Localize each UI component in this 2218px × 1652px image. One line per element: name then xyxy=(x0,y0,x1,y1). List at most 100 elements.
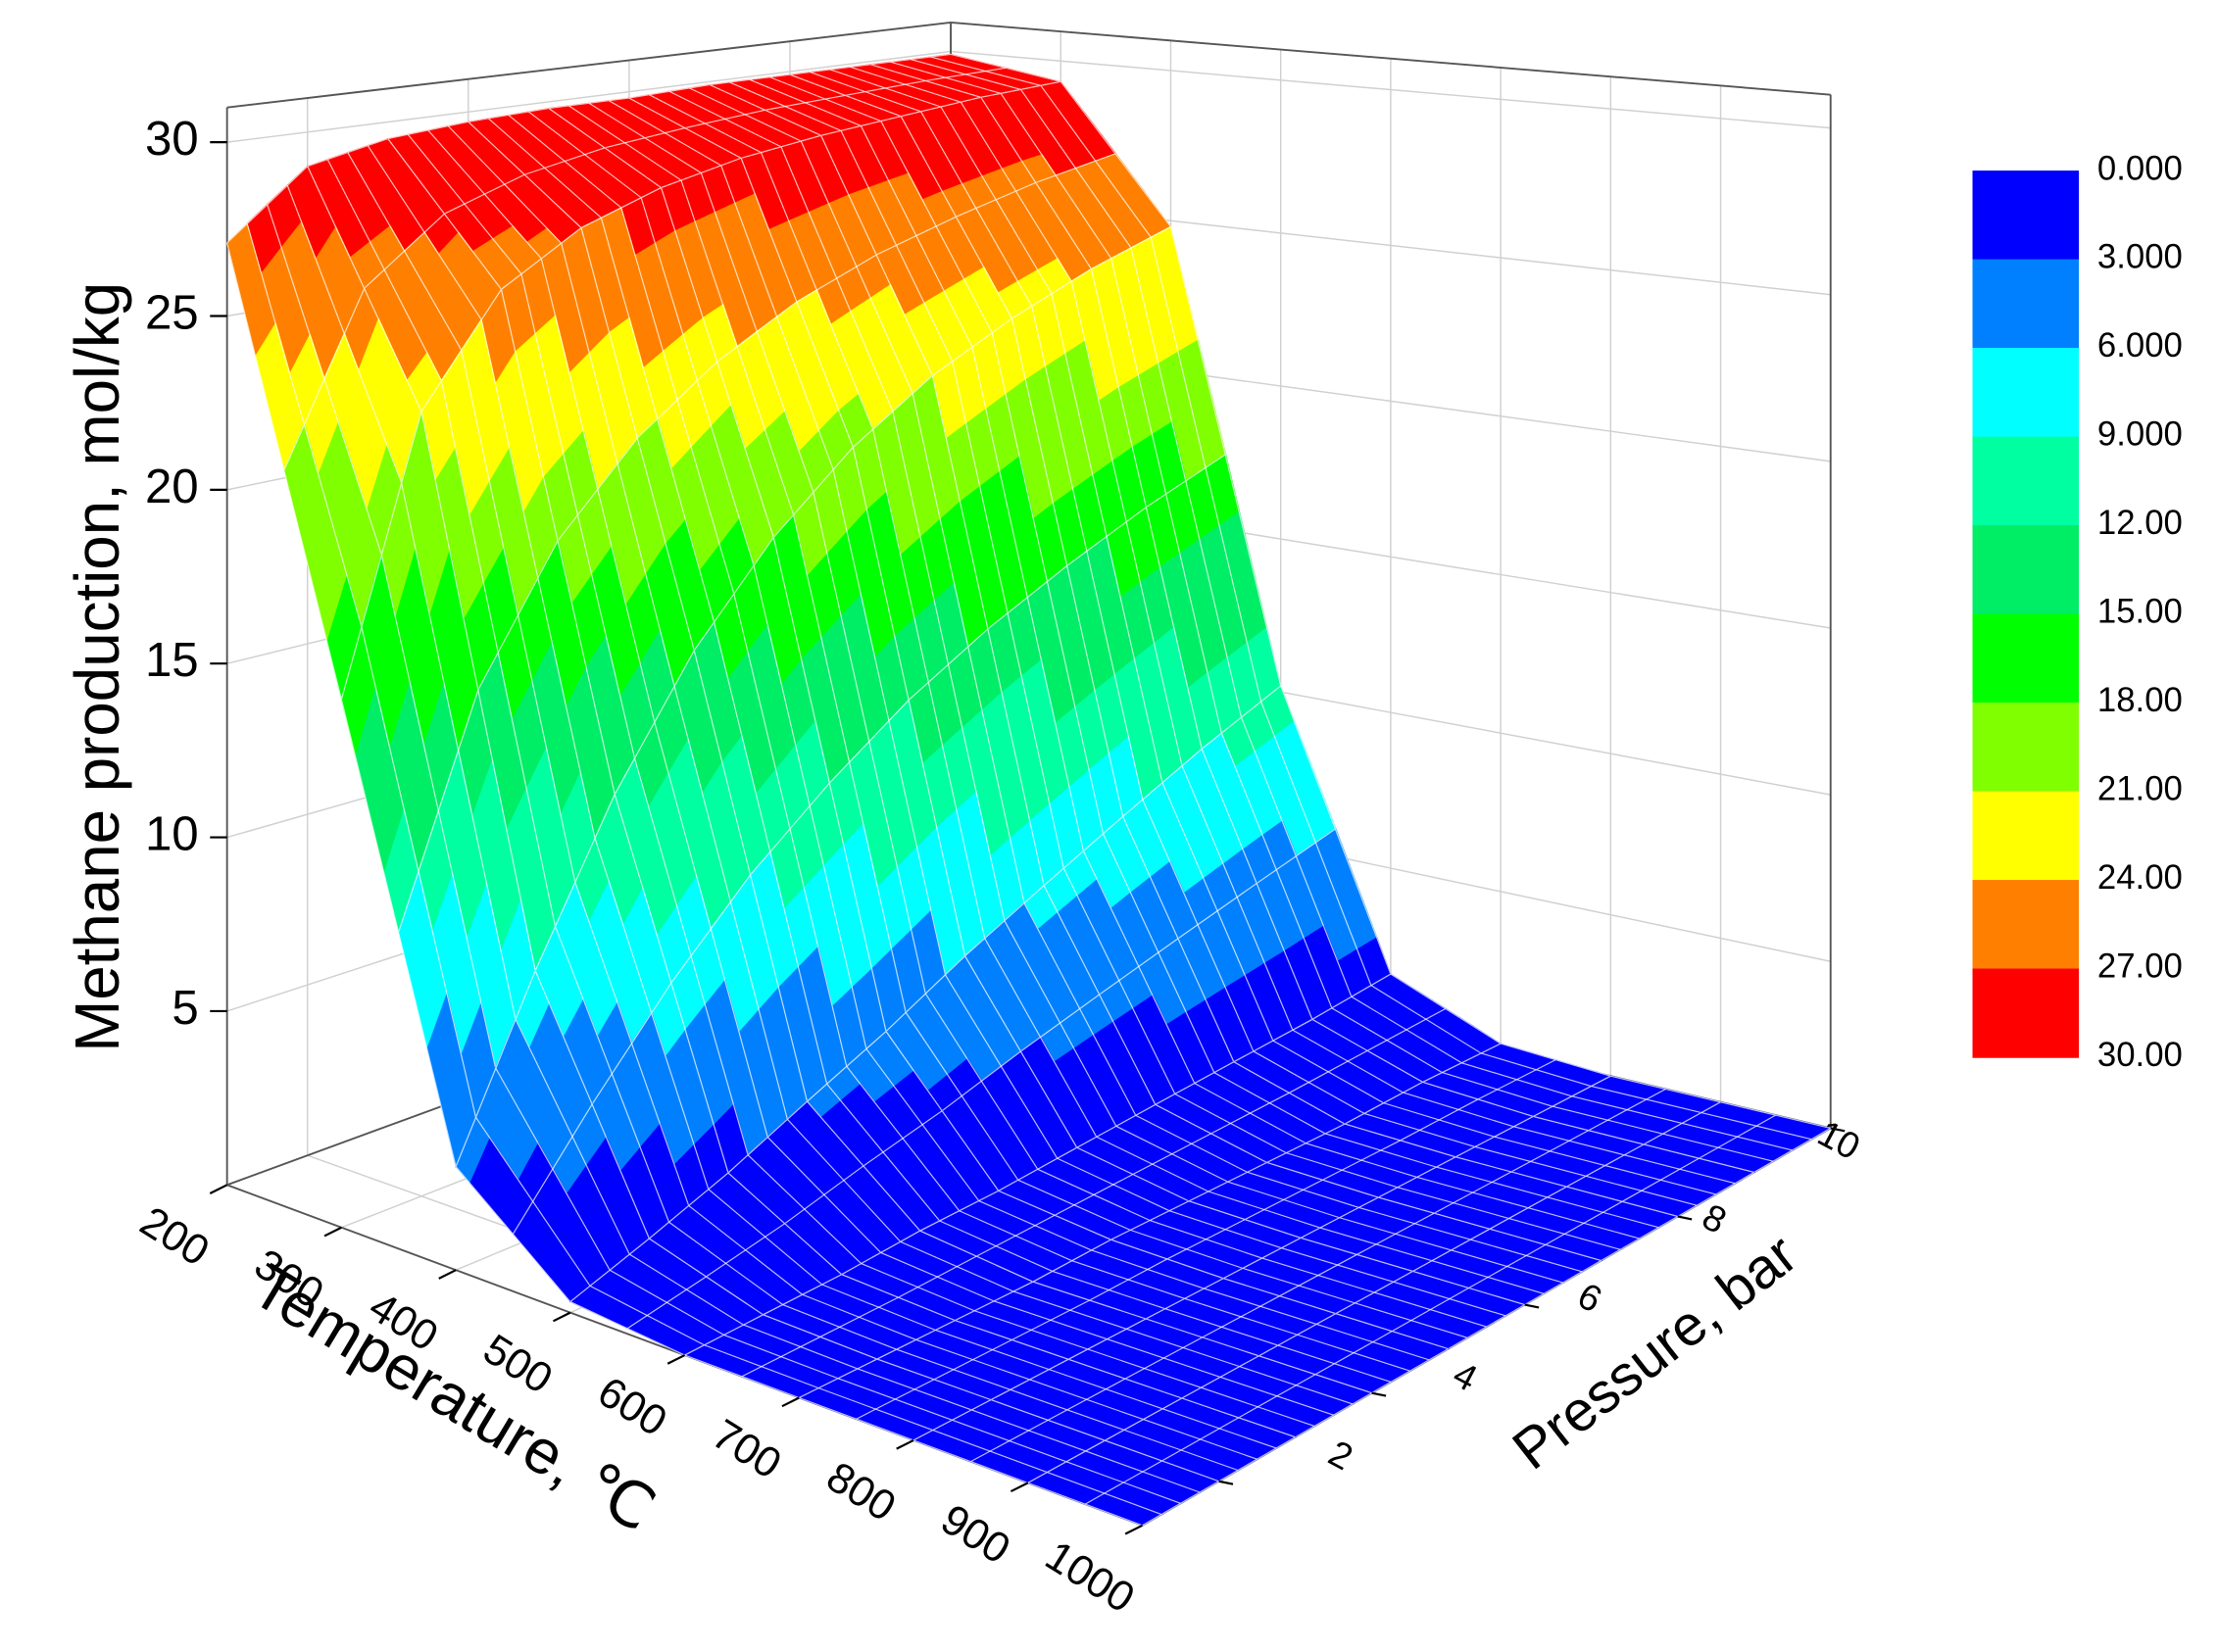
mesh-line xyxy=(226,242,342,701)
mesh-line xyxy=(940,106,1053,294)
mesh-line xyxy=(1130,247,1242,718)
mesh-line xyxy=(960,101,1072,282)
z-tick-label: 25 xyxy=(145,285,199,339)
surface-cell xyxy=(648,1172,843,1316)
mesh-line xyxy=(971,346,1084,851)
surface-cell xyxy=(1121,748,1313,1063)
mesh-line xyxy=(1150,236,1262,703)
colorbar-band xyxy=(1972,259,2080,349)
mesh-line xyxy=(1020,994,1101,1052)
mesh-line xyxy=(706,1223,786,1278)
surface-cell xyxy=(875,1320,1070,1401)
surface-cell xyxy=(885,954,1078,1192)
mesh-line xyxy=(856,1379,935,1420)
mesh-line xyxy=(1011,268,1092,319)
mesh-line xyxy=(1031,306,1144,801)
surface-cell xyxy=(340,411,536,1169)
mesh-line xyxy=(1222,1237,1302,1280)
mesh-line xyxy=(680,179,795,515)
mesh-line xyxy=(1238,1374,1316,1419)
mesh-line xyxy=(892,411,1006,921)
y-tick-label: 2 xyxy=(1322,1432,1359,1478)
colorbar-label: 6.000 xyxy=(2097,327,2183,364)
surface-cell xyxy=(614,649,809,1174)
mesh-line xyxy=(740,134,821,159)
mesh-line xyxy=(740,158,854,448)
mesh-line xyxy=(520,273,636,758)
mesh-line xyxy=(932,317,1012,376)
mesh-line xyxy=(987,564,1068,630)
mesh-line xyxy=(1314,1331,1393,1376)
surface-cell xyxy=(534,793,729,1239)
mesh-line xyxy=(673,686,788,1120)
x-tick xyxy=(323,1226,342,1238)
mesh-line xyxy=(920,111,1033,307)
mesh-line xyxy=(1132,1133,1211,1175)
mesh-line xyxy=(1067,1318,1147,1360)
mesh-line xyxy=(1201,685,1282,750)
mesh-line xyxy=(1400,1098,1479,1142)
mesh-line xyxy=(1067,1358,1183,1399)
mesh-line xyxy=(1145,1278,1224,1320)
mesh-line xyxy=(764,94,846,111)
x-tick-label: 600 xyxy=(589,1368,674,1445)
surface-cell xyxy=(693,536,887,1103)
mesh-line xyxy=(1524,1260,1602,1306)
mesh-line xyxy=(741,1336,821,1378)
mesh-line xyxy=(1166,1219,1246,1260)
mesh-line xyxy=(1378,1196,1491,1230)
y-tick xyxy=(1371,1391,1387,1397)
mesh-line xyxy=(876,1320,956,1360)
mesh-line xyxy=(727,1100,808,1174)
surface-cell xyxy=(1299,1196,1492,1273)
wall-grid-line xyxy=(226,50,952,143)
mesh-line xyxy=(569,1238,650,1303)
colorbar-label: 18.00 xyxy=(2097,682,2183,719)
surface-cell xyxy=(1531,1075,1722,1145)
mesh-line xyxy=(1047,1378,1126,1421)
mesh-line xyxy=(649,1172,729,1239)
box-edge xyxy=(950,21,1831,96)
mesh-line xyxy=(640,197,755,566)
mesh-line xyxy=(684,109,765,129)
mesh-line xyxy=(693,650,809,1102)
mesh-line xyxy=(1240,716,1353,997)
mesh-line xyxy=(387,121,468,140)
mesh-line xyxy=(468,107,549,122)
mesh-line xyxy=(1356,1212,1435,1255)
mesh-line xyxy=(226,166,309,244)
mesh-line xyxy=(661,187,774,538)
mesh-line xyxy=(480,319,596,839)
y-tick xyxy=(1524,1303,1540,1309)
mesh-line xyxy=(1279,1253,1357,1297)
box-edge xyxy=(226,21,952,109)
mesh-line xyxy=(1280,685,1392,975)
surface-cell xyxy=(307,138,503,413)
z-tick-label: 30 xyxy=(145,112,199,166)
mesh-line xyxy=(561,242,675,687)
mesh-line xyxy=(580,187,662,229)
mesh-line xyxy=(1244,1179,1323,1221)
mesh-line xyxy=(1043,885,1157,1105)
colorbar-band xyxy=(1972,968,2080,1058)
mesh-line xyxy=(980,97,1092,269)
mesh-line xyxy=(1054,1173,1134,1216)
mesh-line xyxy=(569,1301,685,1356)
surface-cell xyxy=(420,288,616,973)
mesh-line xyxy=(1300,1196,1379,1239)
colorbar-label: 21.00 xyxy=(2097,771,2183,808)
colorbar-label: 27.00 xyxy=(2097,948,2183,986)
mesh-line xyxy=(1155,1061,1235,1105)
surface-cell xyxy=(931,317,1124,887)
mesh-line xyxy=(1753,1127,1832,1173)
x-tick xyxy=(781,1396,800,1408)
mesh-line xyxy=(684,1314,764,1356)
mesh-line xyxy=(1181,1397,1296,1438)
mesh-line xyxy=(1060,80,1171,227)
mesh-line xyxy=(955,1281,1034,1322)
mesh-line xyxy=(1091,225,1171,270)
mesh-line xyxy=(792,514,907,1013)
y-tick xyxy=(1830,1127,1846,1133)
mesh-line xyxy=(1082,850,1196,1084)
mesh-line xyxy=(1448,1304,1525,1350)
